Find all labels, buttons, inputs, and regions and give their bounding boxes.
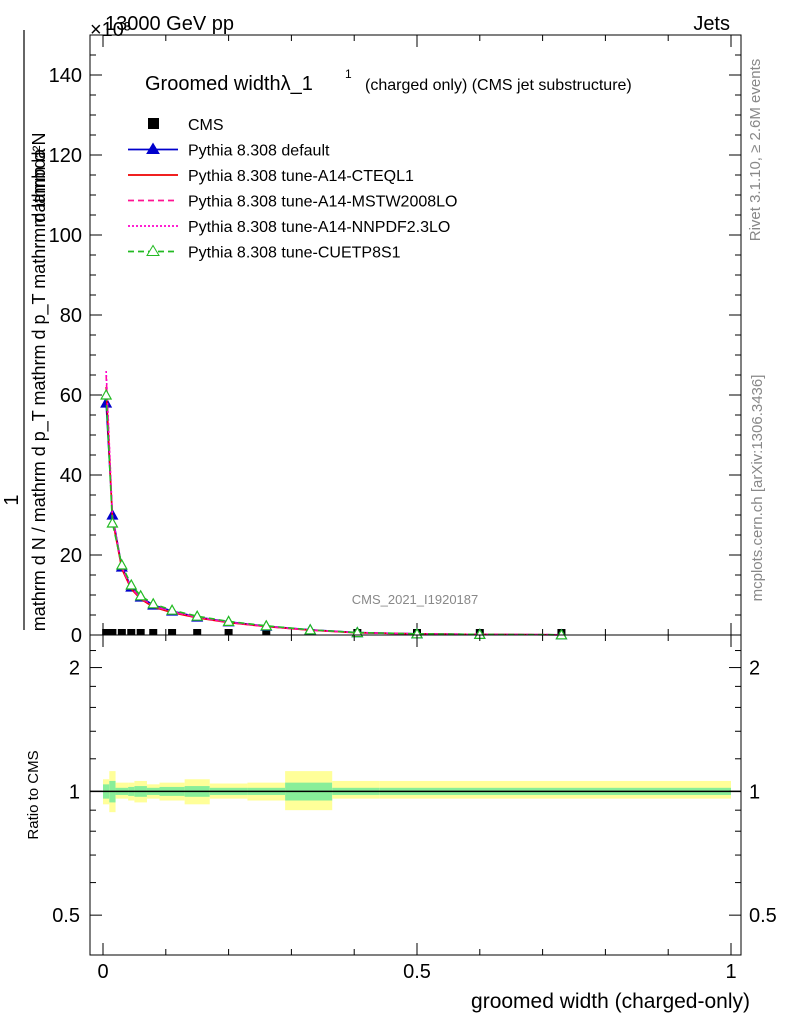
series-marker <box>115 558 128 570</box>
legend-label: Pythia 8.308 tune-CUETP8S1 <box>188 245 401 262</box>
main-axis-ticks: 0 20 40 60 80 100 120 140 <box>49 34 741 647</box>
mcplots-label: mcplots.cern.ch [arXiv:1306.3436] <box>749 375 766 602</box>
exponent-label: ×10³ <box>90 19 131 41</box>
ratio-y-tick-label: 1 <box>69 781 80 803</box>
ratio-xlabel: groomed width (charged-only) <box>471 990 750 1013</box>
series-layer <box>100 370 568 640</box>
x-tick-label: 0.5 <box>403 961 431 983</box>
rivet-label: Rivet 3.1.10, ≥ 2.6M events <box>747 59 764 242</box>
ylabel-top: 1 <box>1 494 23 505</box>
cms-data-point <box>149 629 158 635</box>
y-tick-label: 120 <box>49 145 82 167</box>
cms-data-point <box>117 629 126 635</box>
x-tick-label: 1 <box>725 961 736 983</box>
series-marker <box>555 628 568 640</box>
legend-swatch <box>148 118 159 129</box>
y-tick-label: 100 <box>49 225 82 247</box>
legend-label: Pythia 8.308 tune-A14-CTEQL1 <box>188 168 414 185</box>
y-tick-label: 140 <box>49 65 82 87</box>
legend-label: Pythia 8.308 default <box>188 143 330 160</box>
series-line <box>105 394 562 636</box>
ratio-axis-ticks: 0.5 0.5 1 1 2 2 0 0.5 1 <box>52 635 777 983</box>
series-marker <box>134 589 147 601</box>
cms-data-point <box>224 629 233 635</box>
ylabel-numerator: mathrm d²N <box>29 132 49 227</box>
cms-data-point <box>102 629 111 635</box>
legend-label: Pythia 8.308 tune-A14-MSTW2008LO <box>188 194 457 211</box>
ratio-y-tick-label: 2 <box>69 658 80 680</box>
ylabel-denominator: mathrm d N / mathrm d p_T mathrm d p_T m… <box>29 148 50 631</box>
ratio-ylabel: Ratio to CMS <box>25 750 42 839</box>
main-subtitle: (charged only) (CMS jet substructure) <box>365 77 632 94</box>
legend-marker <box>146 142 160 154</box>
series-line <box>105 370 562 636</box>
analysis-id: CMS_2021_I1920187 <box>352 592 479 607</box>
process-label: Jets <box>693 13 730 35</box>
series-marker <box>260 619 273 631</box>
ratio-frame <box>89 634 742 956</box>
ratio-y-tick-label: 0.5 <box>52 905 80 927</box>
series-marker <box>125 578 138 590</box>
legend-label: Pythia 8.308 tune-A14-NNPDF2.3LO <box>188 219 450 236</box>
series-marker <box>191 609 204 621</box>
series-marker <box>147 597 160 609</box>
x-tick-label: 0 <box>97 961 108 983</box>
cms-data-point <box>262 629 271 635</box>
y-tick-label: 80 <box>60 305 82 327</box>
main-ylabel: 1 mathrm d²N mathrm d N / mathrm d p_T m… <box>1 30 50 631</box>
series-line <box>105 402 562 636</box>
ratio-y-tick-label-right: 1 <box>749 781 760 803</box>
main-plot: 0 20 40 60 80 100 120 140 Groomed widthλ_1 1 (c… <box>49 34 742 647</box>
y-tick-label: 60 <box>60 385 82 407</box>
y-tick-label: 0 <box>71 625 82 647</box>
cms-data-point <box>108 629 117 635</box>
y-tick-label: 40 <box>60 465 82 487</box>
legend-marker <box>146 244 160 256</box>
main-title-sup: 1 <box>345 67 352 81</box>
cms-data-point <box>193 629 202 635</box>
series-marker <box>222 615 235 627</box>
cms-data-point <box>127 629 136 635</box>
series-marker <box>106 516 119 528</box>
legend-label: CMS <box>188 117 224 134</box>
series-line <box>105 374 562 636</box>
cms-data-point <box>136 629 145 635</box>
series-line <box>105 386 562 636</box>
series-marker <box>100 388 113 400</box>
energy-label: 13000 GeV pp <box>105 13 234 35</box>
legend: CMS Pythia 8.308 default Pythia 8.308 tune… <box>128 117 457 262</box>
cms-data-point <box>168 629 177 635</box>
series-marker <box>304 623 317 635</box>
ratio-plot: 0.5 0.5 1 1 2 2 0 0.5 1 Ratio to CMS groomed wid… <box>25 634 777 1013</box>
series-marker <box>351 626 364 638</box>
main-title: Groomed widthλ_1 <box>145 73 313 95</box>
ratio-y-tick-label-right: 2 <box>749 658 760 680</box>
y-tick-label: 20 <box>60 545 82 567</box>
ratio-y-tick-label-right: 0.5 <box>749 905 777 927</box>
series-marker <box>166 603 179 615</box>
